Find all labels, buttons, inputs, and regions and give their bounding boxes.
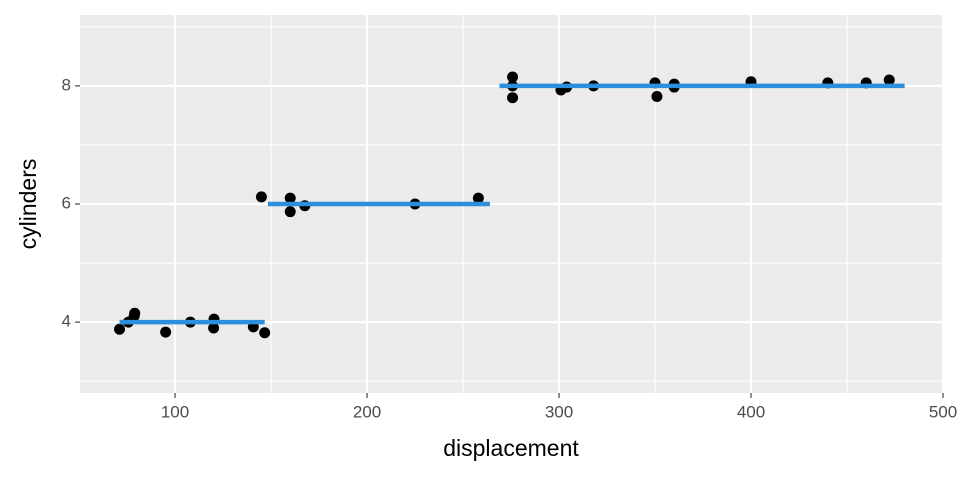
point [472, 192, 484, 204]
y-tick-label: 8 [62, 75, 71, 94]
point [651, 91, 663, 103]
x-axis-title: displacement [443, 435, 579, 461]
point [255, 191, 267, 203]
x-tick-label: 300 [545, 402, 573, 421]
y-tick-label: 6 [62, 193, 71, 212]
x-tick-label: 200 [353, 402, 381, 421]
point [129, 307, 141, 319]
point [284, 192, 296, 204]
point [208, 322, 220, 334]
point [259, 327, 271, 339]
point [114, 323, 126, 335]
y-tick-label: 4 [62, 312, 71, 331]
point [883, 74, 895, 86]
point [507, 92, 519, 104]
point [160, 326, 172, 338]
x-tick-label: 500 [929, 402, 957, 421]
y-axis-title: cylinders [15, 159, 41, 250]
point [507, 71, 519, 83]
x-tick-label: 400 [737, 402, 765, 421]
x-tick-label: 100 [161, 402, 189, 421]
point [284, 206, 296, 218]
